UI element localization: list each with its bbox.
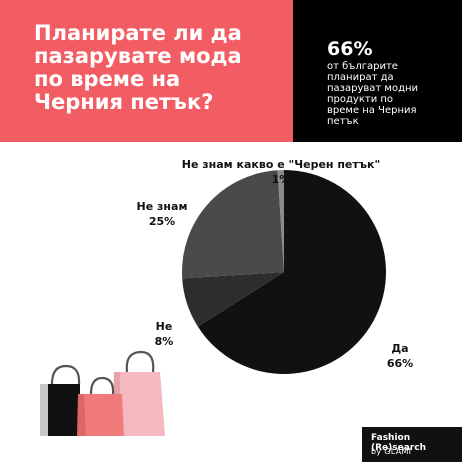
slice-label: Не знам xyxy=(137,200,188,213)
slice-ne-znam-kakvo xyxy=(277,170,284,272)
slice-ne xyxy=(182,272,284,327)
bag-handle-icon xyxy=(125,350,155,373)
slice-percent-label: 8% xyxy=(155,335,174,348)
page-title: Планирате ли да пазарувате мода по време… xyxy=(34,21,242,114)
slice-label: Да xyxy=(391,342,408,355)
stat-caption: от българите планират да пазаруват модни… xyxy=(327,61,419,127)
slice-percent-label: 66% xyxy=(387,357,413,370)
slice-percent-label: 25% xyxy=(149,215,175,228)
slice-percent-label: 1% xyxy=(272,173,291,186)
black-bag-icon xyxy=(48,384,80,436)
slice-label: Не xyxy=(156,320,173,333)
bag-handle-icon xyxy=(89,376,115,395)
shopping-bags-illustration xyxy=(40,350,165,436)
bag-handle-icon xyxy=(50,364,81,385)
brand-name: Fashion (Re)search xyxy=(371,433,426,453)
pink-bag-icon xyxy=(114,372,165,436)
stat-value: 66% xyxy=(327,38,373,60)
slice-label: Не знам какво е "Черен петък" xyxy=(182,158,380,171)
slice-ne-znam xyxy=(182,170,284,279)
pie-chart: Да 66% Не 8% Не знам 25% Не знам какво е "Чере… xyxy=(137,158,413,374)
brand-badge xyxy=(362,427,462,462)
coral-bag-icon xyxy=(78,394,124,436)
header-stat-panel xyxy=(293,0,462,142)
header-title-panel xyxy=(0,0,293,142)
brand-subtitle: by GLAMI xyxy=(371,447,412,456)
slice-da xyxy=(197,170,387,374)
